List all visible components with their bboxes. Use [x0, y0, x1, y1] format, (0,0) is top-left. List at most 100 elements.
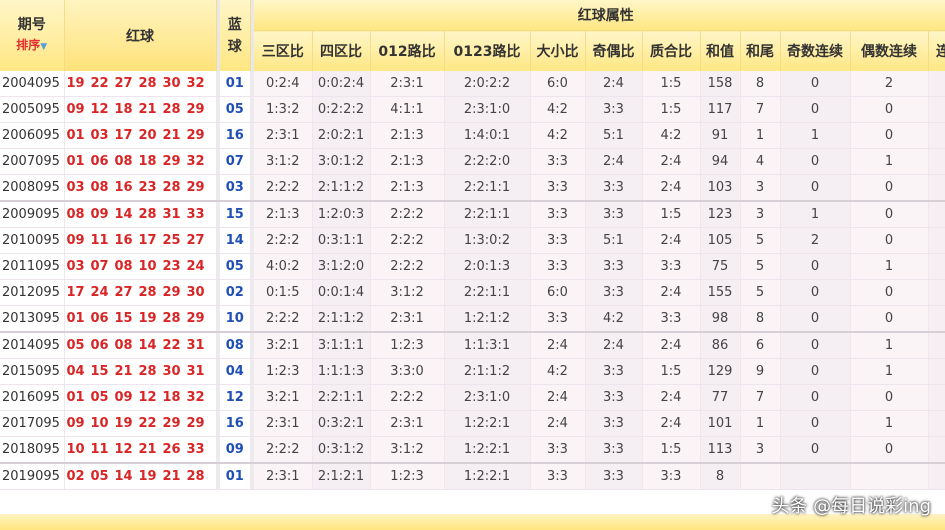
attr-column-header: 连 [928, 30, 945, 71]
period-header: 期号 排序▼ [0, 0, 65, 71]
attr-cell: 3:3 [642, 253, 701, 280]
red-ball-number: 01 [66, 128, 85, 143]
attr-cell: 1:5 [642, 71, 701, 97]
attr-cell: 8 [740, 71, 781, 97]
attr-cell: 2:2:2 [370, 384, 445, 411]
attr-cell: 0 [780, 96, 851, 123]
red-ball-number: 24 [90, 285, 109, 300]
red-ball-number: 27 [186, 233, 205, 248]
attr-cell: 2:1:3 [254, 201, 313, 228]
attr-cell: 5 [740, 253, 781, 280]
attr-cell: 3:3 [585, 410, 643, 437]
attr-cell: 2:3:1 [254, 463, 313, 490]
attr-cell: 103 [700, 174, 741, 202]
period-cell: 2015095 [0, 358, 65, 385]
attr-cell: 2:1:1:2 [312, 305, 371, 333]
period-cell: 2013095 [0, 305, 65, 333]
red-ball-number: 06 [90, 311, 109, 326]
column-divider [250, 0, 254, 71]
sort-dropdown[interactable]: 排序▼ [0, 35, 63, 57]
attr-cell: 1 [740, 122, 781, 149]
attr-cell: 123 [700, 201, 741, 228]
red-ball-number: 19 [66, 76, 85, 91]
sort-label: 排序 [16, 37, 41, 52]
red-balls-cell: 01 03 17 20 21 29 [64, 122, 217, 149]
column-divider [250, 410, 254, 437]
attr-cell: 3:3:0 [370, 358, 445, 385]
attr-cell [928, 122, 945, 149]
attr-cell: 2:4 [642, 279, 701, 306]
column-divider [216, 71, 220, 97]
column-divider [216, 227, 220, 254]
red-ball-number: 19 [138, 469, 157, 484]
attr-cell [928, 96, 945, 123]
red-ball-number: 29 [186, 416, 205, 431]
column-divider [216, 332, 220, 359]
attr-cell: 2:3:1:0 [444, 96, 531, 123]
blue-ball-cell: 03 [220, 174, 251, 202]
red-attributes-header: 红球属性 [254, 0, 945, 31]
attr-cell: 0 [850, 436, 929, 464]
red-balls-cell: 04 15 21 28 30 31 [64, 358, 217, 385]
attr-cell: 0:3:1:2 [312, 436, 371, 464]
column-divider [250, 174, 254, 202]
attr-cell: 6:0 [530, 71, 586, 97]
red-ball-number: 08 [114, 259, 133, 274]
red-balls-cell: 19 22 27 28 30 32 [64, 71, 217, 97]
attr-cell: 0 [850, 96, 929, 123]
red-ball-number: 20 [138, 128, 157, 143]
attr-cell: 3 [740, 174, 781, 202]
red-balls-cell: 08 09 14 28 31 33 [64, 201, 217, 228]
attr-cell [928, 410, 945, 437]
red-ball-number: 24 [186, 259, 205, 274]
red-ball-number: 28 [162, 180, 181, 195]
attr-cell: 1 [780, 122, 851, 149]
attr-cell: 4:1:1 [370, 96, 445, 123]
attr-column-header: 0123路比 [444, 30, 531, 71]
table-row: 2008095 03 08 16 23 28 29 03 2:2:2 2:1:1:2 2:1:3 2:… [0, 174, 945, 202]
table-row: 2005095 09 12 18 21 28 29 05 1:3:2 0:2:2:2 4:1:1 2:… [0, 96, 945, 123]
column-divider [250, 305, 254, 333]
column-divider [250, 227, 254, 254]
attr-cell: 0 [850, 227, 929, 254]
attr-cell: 1:3:2 [254, 96, 313, 123]
attr-cell: 3 [740, 201, 781, 228]
column-divider [216, 384, 220, 411]
attr-cell: 0 [780, 253, 851, 280]
red-ball-number: 08 [90, 180, 109, 195]
column-divider [250, 463, 254, 490]
attr-cell: 2:1:1:2 [444, 358, 531, 385]
red-ball-number: 06 [90, 154, 109, 169]
red-ball-number: 31 [186, 338, 205, 353]
attr-cell: 86 [700, 332, 741, 359]
attr-cell [928, 227, 945, 254]
red-ball-number: 17 [138, 233, 157, 248]
attr-cell: 7 [740, 384, 781, 411]
attr-cell [740, 463, 781, 490]
attr-cell: 1 [850, 410, 929, 437]
column-divider [216, 122, 220, 149]
period-cell: 2004095 [0, 71, 65, 97]
period-cell: 2010095 [0, 227, 65, 254]
red-ball-number: 28 [138, 207, 157, 222]
attr-cell: 129 [700, 358, 741, 385]
red-ball-number: 19 [114, 416, 133, 431]
column-divider [250, 384, 254, 411]
attr-cell: 0:0:1:4 [312, 279, 371, 306]
attr-cell: 1 [850, 332, 929, 359]
blue-ball-cell: 07 [220, 148, 251, 175]
attr-cell: 1:2:3 [370, 463, 445, 490]
red-ball-number: 16 [114, 180, 133, 195]
attr-cell: 2:4 [585, 332, 643, 359]
attr-cell: 1:2:1:2 [444, 305, 531, 333]
attr-cell: 2:1:1:2 [312, 174, 371, 202]
red-ball-number: 14 [114, 469, 133, 484]
red-ball-number: 31 [162, 207, 181, 222]
column-divider [216, 410, 220, 437]
column-divider [216, 201, 220, 228]
attr-cell: 3:2:1 [254, 384, 313, 411]
attr-cell: 2:2:1:1 [444, 279, 531, 306]
attr-cell: 4:2 [530, 122, 586, 149]
attr-cell: 0:2:4 [254, 71, 313, 97]
column-divider [216, 436, 220, 464]
